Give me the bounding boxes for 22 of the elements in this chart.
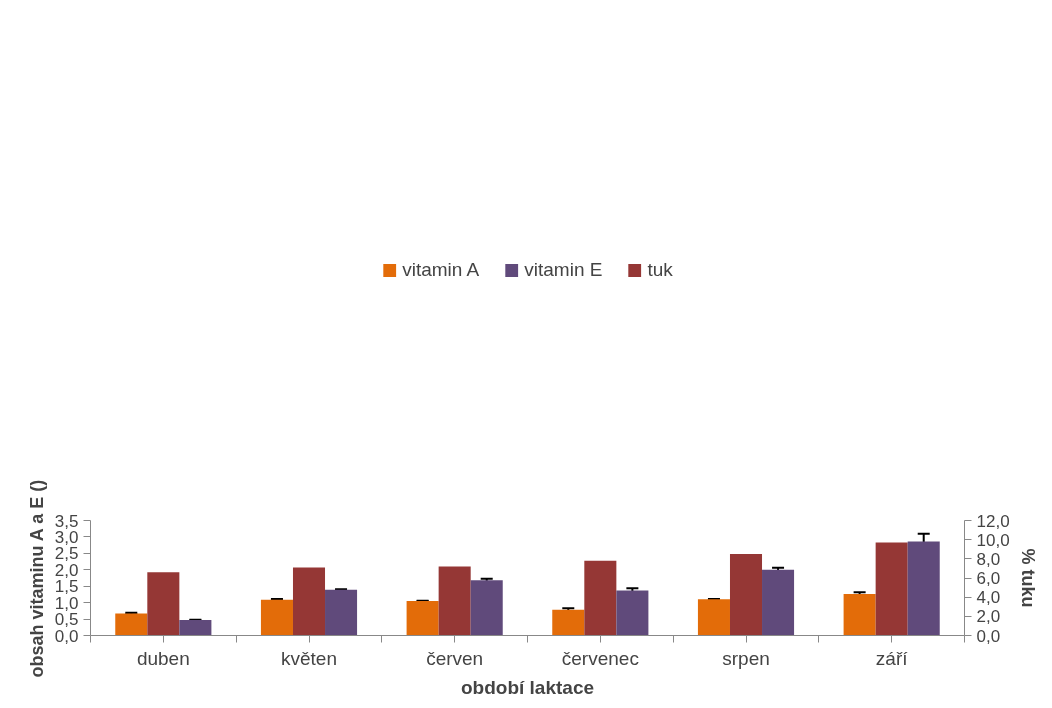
y2-tick-label: 10,0 xyxy=(976,530,1010,550)
y-tick-label: 3,5 xyxy=(54,511,79,531)
y2-axis-title: % tuku xyxy=(1017,548,1038,608)
x-tick-label: srpen xyxy=(722,647,770,669)
y2-tick-label: 4,0 xyxy=(976,588,1001,608)
bar xyxy=(147,572,180,636)
legend-label: vitamin E xyxy=(524,259,603,281)
x-tick-label: září xyxy=(875,647,909,669)
x-tick-label: květen xyxy=(281,647,337,669)
bar xyxy=(179,620,212,636)
y2-tick-label: 8,0 xyxy=(976,549,1001,569)
legend-label: tuk xyxy=(647,259,673,281)
y-axis-title: obsah vitaminu A a E () xyxy=(26,479,47,678)
y2-tick-label: 0,0 xyxy=(976,626,1001,646)
x-tick-label: červen xyxy=(426,647,484,669)
y2-tick-label: 6,0 xyxy=(976,569,1001,588)
x-tick-label: duben xyxy=(136,647,190,669)
x-tick-label: červenec xyxy=(561,647,639,669)
x-axis-title: období laktace xyxy=(460,676,595,698)
y2-tick-label: 2,0 xyxy=(976,607,1001,627)
y2-tick-label: 12,0 xyxy=(976,511,1010,531)
legend-label: vitamin A xyxy=(402,259,480,281)
